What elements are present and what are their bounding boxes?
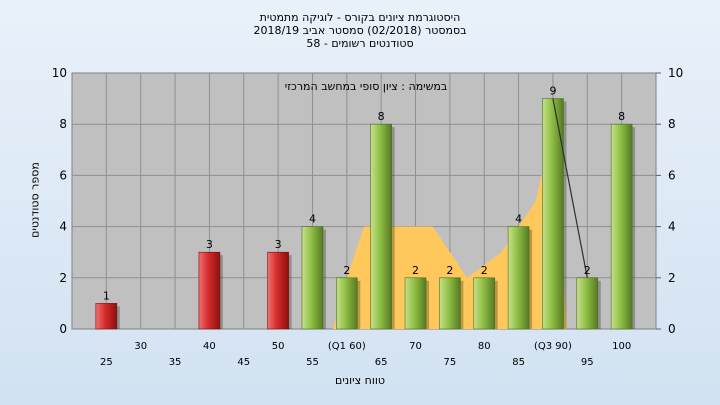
connector-line: [552, 98, 588, 278]
bar-value-label: 9: [549, 85, 556, 98]
y-tick-label-right: 2: [668, 271, 676, 285]
bar-green: [404, 277, 427, 330]
x-tick-label: 25: [100, 357, 113, 368]
x-tick-label: (Q3 90): [534, 341, 572, 352]
y-tick-label-left: 10: [52, 66, 67, 80]
bar-value-label: 3: [206, 238, 213, 251]
y-tick-label-left: 4: [59, 220, 67, 234]
bar-green: [301, 226, 324, 330]
x-tick-label: 80: [478, 341, 491, 352]
chart-title-line-2: בסמסטר (02/2018) סמסטר אביב 2018/19: [253, 24, 467, 37]
y-tick-label-right: 0: [668, 322, 676, 336]
bar-value-label: 2: [343, 264, 350, 277]
bar-value-label: 3: [275, 238, 282, 251]
bar-green: [439, 277, 461, 330]
y-tick-label-left: 6: [59, 168, 67, 182]
bar-green: [610, 123, 633, 330]
x-tick-label: 75: [444, 357, 457, 368]
x-tick-label: 85: [512, 357, 525, 368]
bar-red: [198, 251, 221, 330]
y-tick-label-right: 8: [668, 117, 676, 131]
x-tick-label: 100: [612, 341, 631, 352]
y-tick-label-right: 10: [668, 66, 683, 80]
x-tick-label: 50: [272, 341, 285, 352]
bar-value-label: 2: [481, 264, 488, 277]
x-axis-title: טווח ציונים: [335, 374, 385, 387]
bar-value-label: 2: [446, 264, 453, 277]
bar-green: [336, 277, 358, 330]
y-tick-label-left: 0: [59, 322, 67, 336]
bar-green: [576, 277, 599, 330]
bar-value-label: 8: [378, 110, 385, 123]
x-tick-label: 55: [306, 357, 319, 368]
y-axis-title: מספר סטודנטים: [28, 162, 42, 238]
x-tick-label: 30: [134, 341, 147, 352]
y-tick-label-left: 2: [59, 271, 67, 285]
x-tick-label: 45: [237, 357, 250, 368]
bar-value-label: 4: [309, 213, 316, 226]
bar-green: [542, 98, 564, 330]
bar-red: [267, 251, 289, 330]
bar-value-label: 8: [618, 110, 625, 123]
chart-title-line-3: סטודנטים רשומים - 58: [306, 37, 414, 50]
x-tick-label: 35: [169, 357, 182, 368]
bar-green: [507, 226, 530, 330]
bar-green: [370, 123, 392, 330]
chart-annotation: במשימה : ציון סופי במחשב המרכזי: [285, 80, 448, 93]
bar-value-label: 1: [103, 289, 110, 302]
y-tick-label-left: 8: [59, 117, 67, 131]
y-tick-label-right: 4: [668, 220, 676, 234]
bar-green: [473, 277, 496, 330]
y-tick-label-right: 6: [668, 168, 676, 182]
chart-title-line-1: היסטוגרמת ציונים בקורס - לוגיקה מתמטית: [259, 11, 461, 24]
x-tick-label: 95: [581, 357, 594, 368]
bar-red: [95, 303, 118, 330]
bar-value-label: 2: [412, 264, 419, 277]
bar-value-label: 4: [515, 213, 522, 226]
x-tick-label: 40: [203, 341, 216, 352]
x-tick-label: 70: [409, 341, 422, 352]
bar-value-label: 2: [584, 264, 591, 277]
x-tick-label: 65: [375, 357, 388, 368]
x-tick-label: (Q1 60): [328, 341, 366, 352]
